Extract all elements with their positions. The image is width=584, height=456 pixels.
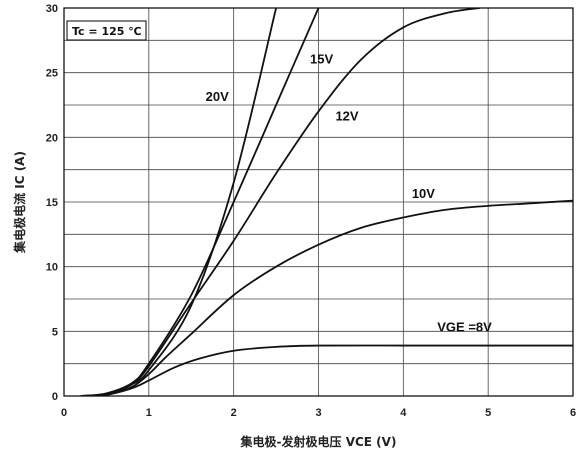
- series-label: 12V: [335, 109, 358, 124]
- y-tick-label: 10: [46, 262, 58, 274]
- annotation-text: Tc = 125 ℃: [72, 25, 142, 38]
- series-labels: 20V 15V 12V 10V VGE =8V: [206, 52, 492, 335]
- y-tick-label: 0: [52, 391, 58, 403]
- x-tick-label: 1: [146, 407, 152, 419]
- x-tick-label: 3: [315, 407, 321, 419]
- x-tick-label: 6: [570, 407, 576, 419]
- y-tick-label: 15: [46, 197, 58, 209]
- y-tick-label: 20: [46, 132, 58, 144]
- series-curves: [80, 8, 573, 396]
- series-label: VGE =8V: [437, 319, 492, 334]
- y-tick-label: 30: [46, 3, 58, 15]
- series-line: [80, 199, 573, 396]
- series-line: [80, 8, 277, 396]
- x-tick-label: 4: [400, 407, 407, 419]
- series-label: 20V: [206, 89, 229, 104]
- annotation-box: Tc = 125 ℃: [66, 20, 147, 41]
- y-tick-label: 25: [46, 68, 58, 80]
- x-tick-label: 2: [231, 407, 237, 419]
- series-label: 10V: [412, 186, 435, 201]
- y-tick-label: 5: [52, 326, 58, 338]
- tick-labels: 0 1 2 3 4 5 6 0 5 10 15 20 25 30: [46, 3, 576, 419]
- annotation-frame: [66, 20, 147, 41]
- y-axis-title: 集电极电流 IC (A): [12, 151, 27, 254]
- x-tick-label: 0: [61, 407, 67, 419]
- series-line: [80, 344, 573, 396]
- x-axis-title: 集电极-发射极电压 VCE (V): [240, 434, 397, 449]
- x-tick-label: 5: [485, 407, 491, 419]
- series-label: 15V: [310, 52, 333, 67]
